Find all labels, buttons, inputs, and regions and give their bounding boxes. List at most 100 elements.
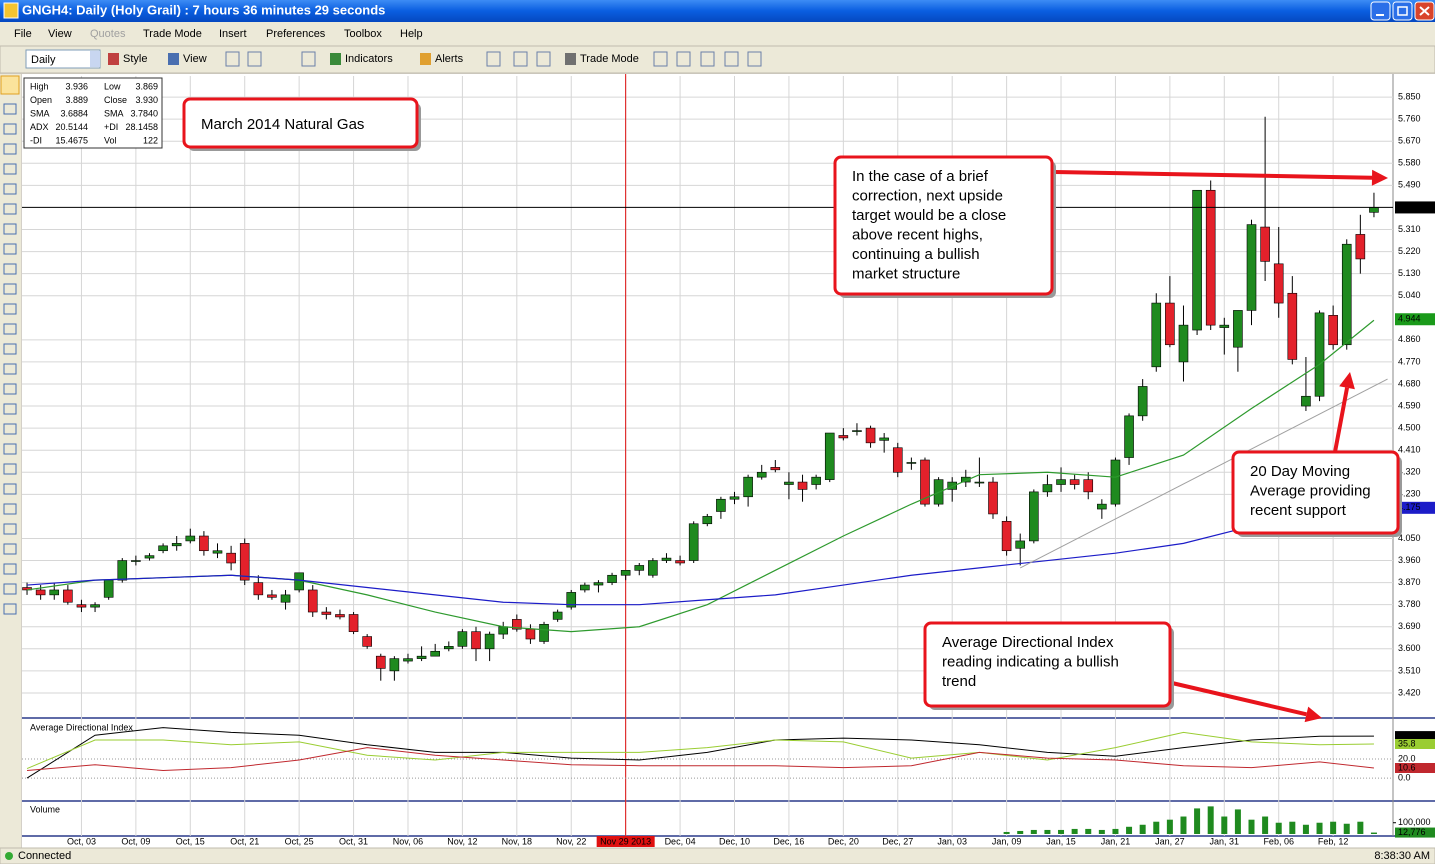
toolbar-icon[interactable] (225, 51, 240, 67)
drawing-tool[interactable] (3, 283, 17, 295)
info-value: 122 (143, 135, 158, 145)
drawing-tool[interactable] (3, 123, 17, 135)
candle-body (1056, 479, 1066, 485)
drawing-tool[interactable] (3, 403, 17, 415)
x-tick-label: Oct, 21 (230, 836, 259, 846)
volume-bar (1330, 821, 1337, 834)
drawing-tool[interactable] (3, 303, 17, 315)
candle-body (892, 447, 903, 473)
annotation-box (923, 621, 1172, 708)
toolbar-button[interactable]: Indicators (345, 53, 393, 65)
toolbar-icon[interactable] (565, 53, 576, 65)
toolbar-icon[interactable] (513, 51, 528, 67)
candle-body (457, 631, 468, 647)
x-tick-label: Feb, 12 (1318, 836, 1349, 846)
y-tick-label: 5.130 (1398, 268, 1421, 278)
drawing-tool[interactable] (3, 243, 17, 255)
toolbar-icon[interactable] (168, 53, 179, 65)
annotation-text: 20 Day Moving (1250, 463, 1350, 480)
candle-body (335, 614, 345, 618)
drawing-tool[interactable] (3, 483, 17, 495)
toolbar-icon[interactable] (747, 51, 762, 67)
toolbar-button[interactable]: Style (123, 53, 147, 65)
candle-body (974, 481, 985, 484)
drawing-tool[interactable] (3, 583, 17, 595)
menu-item[interactable]: Quotes (90, 28, 126, 40)
drawing-tool[interactable] (3, 383, 17, 395)
volume-bar (1153, 821, 1160, 834)
drawing-tool[interactable] (3, 363, 17, 375)
toolbar-icon[interactable] (486, 51, 501, 67)
drawing-tool[interactable] (3, 443, 17, 455)
toolbar-icon[interactable] (676, 51, 691, 67)
toolbar-button[interactable]: View (183, 53, 207, 65)
drawing-tool[interactable] (3, 523, 17, 535)
drawing-tool[interactable] (3, 263, 17, 275)
drawing-tool[interactable] (3, 163, 17, 175)
minimize-button[interactable] (1370, 1, 1391, 21)
candle-body (321, 611, 332, 615)
drawing-tool[interactable] (3, 203, 17, 215)
candle-body (199, 535, 209, 552)
pointer-tool[interactable] (0, 75, 20, 95)
panel-title: Average Directional Index (30, 722, 133, 732)
x-tick-label: Oct, 31 (339, 836, 368, 846)
menu-item[interactable]: File (14, 28, 32, 40)
drawing-tool[interactable] (3, 143, 17, 155)
toolbar-icon[interactable] (330, 53, 341, 65)
annotation-box (182, 97, 419, 149)
toolbar-icon[interactable] (301, 51, 316, 67)
toolbar-button[interactable]: Alerts (435, 53, 464, 65)
info-label: +DI (104, 122, 118, 132)
drawing-tool[interactable] (3, 223, 17, 235)
drawing-tool[interactable] (3, 563, 17, 575)
toolbar-button[interactable]: Trade Mode (580, 53, 639, 65)
volume-bar (1343, 823, 1350, 834)
maximize-button[interactable] (1392, 1, 1413, 21)
toolbar-icon[interactable] (420, 53, 431, 65)
menu-item[interactable]: View (48, 28, 72, 40)
toolbar-icon[interactable] (724, 51, 739, 67)
candle-body (770, 467, 781, 471)
volume-bar (1098, 829, 1105, 834)
menu-item[interactable]: Preferences (266, 28, 326, 40)
drawing-tool[interactable] (3, 603, 17, 615)
drawing-tool[interactable] (3, 323, 17, 335)
drawing-tool[interactable] (3, 503, 17, 515)
y-tick-label: 3.510 (1398, 665, 1421, 675)
candle-body (389, 658, 400, 672)
value-marker-label: 44.1 (1398, 730, 1416, 740)
candle-body (498, 626, 509, 635)
volume-bar (1275, 822, 1282, 834)
candle-body (49, 589, 60, 596)
drawing-tool[interactable] (3, 103, 17, 115)
y-tick-label: 4.860 (1398, 334, 1421, 344)
value-marker-label: 12,776 (1398, 827, 1426, 837)
candle-body (131, 560, 141, 562)
menu-item[interactable]: Insert (219, 28, 247, 40)
info-label: High (30, 81, 49, 91)
value-marker-label: 10.6 (1398, 762, 1416, 772)
menu-item[interactable]: Help (400, 28, 423, 40)
toolbar-icon[interactable] (536, 51, 551, 67)
annotation-text: reading indicating a bullish (942, 654, 1119, 671)
drawing-tool[interactable] (3, 343, 17, 355)
y-tick-label: 4.500 (1398, 422, 1421, 432)
drawing-tool[interactable] (3, 463, 17, 475)
annotation-text: above recent highs, (852, 227, 983, 244)
annotation-text: continuing a bullish (852, 246, 980, 263)
toolbar-icon[interactable] (247, 51, 262, 67)
candle-body (76, 604, 87, 608)
toolbar-icon[interactable] (108, 53, 119, 65)
menu-item[interactable]: Toolbox (344, 28, 382, 40)
dropdown-arrow[interactable] (90, 51, 100, 67)
drawing-tool[interactable] (3, 183, 17, 195)
toolbar-icon[interactable] (653, 51, 668, 67)
toolbar-icon[interactable] (700, 51, 715, 67)
x-tick-label: Dec, 16 (773, 836, 804, 846)
annotation-text: Average providing (1250, 483, 1371, 500)
drawing-tool[interactable] (3, 423, 17, 435)
menu-item[interactable]: Trade Mode (143, 28, 202, 40)
drawing-tool[interactable] (3, 543, 17, 555)
candle-body (865, 427, 876, 444)
